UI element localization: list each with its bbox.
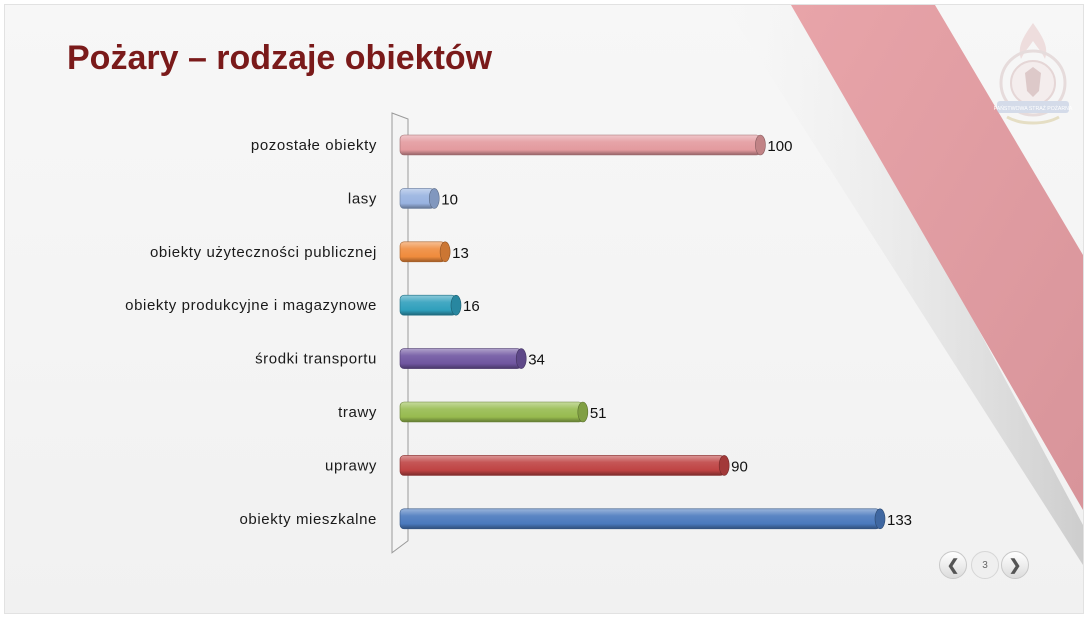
page-number-indicator: 3 <box>971 551 999 579</box>
data-label: 100 <box>767 138 792 155</box>
data-label: 16 <box>463 298 480 315</box>
prev-slide-button[interactable]: ❮ <box>939 551 967 579</box>
data-label: 133 <box>887 512 912 529</box>
data-label: 90 <box>731 458 748 475</box>
bar-end-cap <box>439 241 451 263</box>
bar-chart: pozostałe obiekty lasy obiekty użytecznośc… <box>125 112 912 554</box>
bar <box>399 134 761 156</box>
bar <box>399 401 584 423</box>
red-diagonal-band <box>791 5 1083 510</box>
data-label: 10 <box>441 191 458 208</box>
chevron-right-icon: ❯ <box>1008 557 1022 574</box>
bar-end-cap <box>718 455 730 476</box>
category-label: trawy <box>338 404 377 421</box>
bar-end-cap <box>428 188 440 209</box>
bar-end-cap <box>755 134 766 156</box>
grey-shadow-band <box>725 5 1083 565</box>
bar-end-cap <box>577 401 589 423</box>
next-slide-button[interactable]: ❯ <box>1001 551 1029 579</box>
bar <box>399 241 446 263</box>
bar-end-cap <box>450 294 462 316</box>
fire-brigade-logo: PAŃSTWOWA STRAŻ POŻARNA <box>994 23 1073 125</box>
page-number: 3 <box>982 559 988 571</box>
bar <box>399 294 457 316</box>
data-label: 51 <box>590 405 607 422</box>
logo-text: PAŃSTWOWA STRAŻ POŻARNA <box>994 105 1073 112</box>
chevron-left-icon: ❮ <box>946 557 960 574</box>
slide-title: Pożary – rodzaje obiektów <box>67 39 493 77</box>
category-label: uprawy <box>325 457 377 474</box>
data-label: 13 <box>452 245 469 262</box>
category-label: obiekty mieszkalne <box>239 511 377 528</box>
bar <box>399 508 881 530</box>
bar-end-cap <box>515 348 527 369</box>
slide: Pożary – rodzaje obiektów PAŃSTWOWA STRA… <box>4 4 1084 614</box>
category-label: lasy <box>348 190 377 207</box>
bar <box>399 455 725 476</box>
chart-axis <box>391 112 409 554</box>
decorative-background <box>725 5 1083 565</box>
category-label: środki transportu <box>255 351 377 368</box>
category-label: pozostałe obiekty <box>251 137 377 154</box>
category-label: obiekty produkcyjne i magazynowe <box>125 297 377 314</box>
bar <box>399 348 522 369</box>
data-label: 34 <box>528 352 545 369</box>
category-label: obiekty użyteczności publicznej <box>150 244 377 261</box>
bar-end-cap <box>874 508 886 530</box>
